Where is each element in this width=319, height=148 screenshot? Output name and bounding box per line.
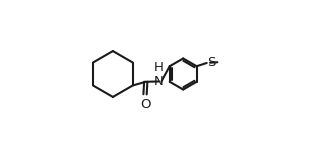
- Text: H: H: [154, 61, 164, 74]
- Text: N: N: [154, 75, 164, 88]
- Text: O: O: [140, 98, 150, 111]
- Text: S: S: [207, 56, 216, 69]
